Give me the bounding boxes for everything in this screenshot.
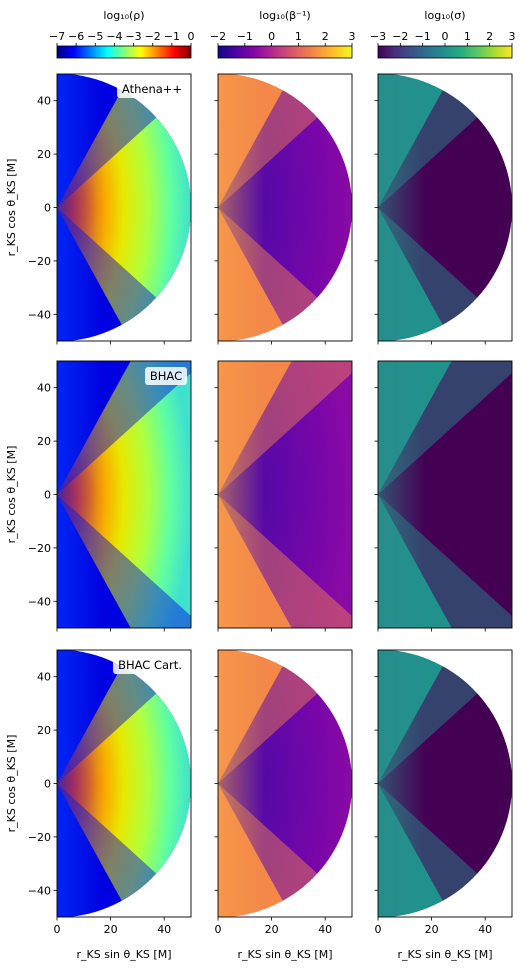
x-tick-label: 0 bbox=[375, 923, 382, 936]
colorbar-tick-label: −1 bbox=[164, 30, 180, 43]
heatmap-corona bbox=[57, 74, 191, 341]
x-axis-label: r_KS sin θ_KS [M] bbox=[238, 948, 333, 961]
colorbar-bar bbox=[377, 45, 513, 59]
y-tick-label: 0 bbox=[44, 778, 51, 791]
x-tick-label: 20 bbox=[425, 923, 439, 936]
colorbar-tick-label: 0 bbox=[442, 30, 449, 43]
y-tick-label: −40 bbox=[28, 595, 51, 608]
heatmap-corona bbox=[378, 650, 512, 917]
panel-r0-c1 bbox=[214, 73, 353, 345]
y-tick-label: 40 bbox=[37, 95, 51, 108]
x-axis-label: r_KS sin θ_KS [M] bbox=[77, 948, 172, 961]
heatmap-corona bbox=[57, 361, 191, 628]
y-tick-label: −40 bbox=[28, 308, 51, 321]
colorbar-tick-label: −4 bbox=[106, 30, 122, 43]
colorbar-tick-label: −7 bbox=[49, 30, 65, 43]
panel-r0-c2 bbox=[374, 73, 513, 345]
panel-r1-c2 bbox=[374, 360, 513, 632]
row-label: BHAC bbox=[150, 369, 182, 383]
row-label: BHAC Cart. bbox=[118, 658, 182, 672]
colorbar-tick-label: −2 bbox=[210, 30, 226, 43]
y-tick-label: 40 bbox=[37, 382, 51, 395]
colorbar-tick-label: 3 bbox=[509, 30, 516, 43]
heatmap-funnel bbox=[218, 650, 265, 917]
colorbar-tick-label: 3 bbox=[349, 30, 356, 43]
panel-r1-c1 bbox=[214, 360, 353, 632]
y-tick-label: 40 bbox=[37, 671, 51, 684]
colorbar-label: log₁₀(β⁻¹) bbox=[259, 9, 310, 22]
colorbar-tick-label: 0 bbox=[188, 30, 195, 43]
colorbar-tick-label: −1 bbox=[237, 30, 253, 43]
heatmap-corona bbox=[218, 74, 352, 341]
heatmap-funnel bbox=[378, 74, 425, 341]
y-tick-label: −20 bbox=[28, 542, 51, 555]
panel-r1-c0: 40 20 0 −20 −40 BHAC bbox=[28, 360, 192, 632]
y-axis-label: r_KS cos θ_KS [M] bbox=[5, 159, 18, 257]
colorbar-tick-label: 1 bbox=[464, 30, 471, 43]
x-tick-label: 20 bbox=[265, 923, 279, 936]
colorbar-tick-label: −3 bbox=[125, 30, 141, 43]
y-axis-label: r_KS cos θ_KS [M] bbox=[5, 446, 18, 544]
colorbar-tick-label: −5 bbox=[87, 30, 103, 43]
colorbar-0: log₁₀(ρ) −7 −6 −5 −4 −3 −2 −1 0 bbox=[49, 9, 195, 59]
colorbar-label: log₁₀(σ) bbox=[424, 9, 465, 22]
heatmap-funnel bbox=[218, 361, 265, 628]
colorbar-tick-label: 2 bbox=[322, 30, 329, 43]
colorbar-bar bbox=[56, 45, 192, 59]
y-tick-label: 0 bbox=[44, 489, 51, 502]
x-tick-label: 40 bbox=[318, 923, 332, 936]
colorbar-tick-label: 1 bbox=[295, 30, 302, 43]
heatmap-funnel bbox=[378, 361, 425, 628]
x-tick-label: 0 bbox=[54, 923, 61, 936]
heatmap-funnel bbox=[218, 74, 265, 341]
row-label-box bbox=[113, 656, 187, 674]
x-tick-label: 0 bbox=[215, 923, 222, 936]
colorbar-tick-label: −2 bbox=[392, 30, 408, 43]
colorbar-tick-label: 2 bbox=[486, 30, 493, 43]
y-tick-label: 20 bbox=[37, 724, 51, 737]
row-label: Athena++ bbox=[122, 82, 182, 96]
row-label-box bbox=[117, 80, 187, 98]
heatmap-corona bbox=[218, 361, 352, 628]
panel-r2-c2: 0 20 40 bbox=[374, 649, 513, 936]
colorbar-tick-label: −3 bbox=[370, 30, 386, 43]
y-tick-label: −40 bbox=[28, 884, 51, 897]
x-axis-label: r_KS sin θ_KS [M] bbox=[398, 948, 493, 961]
y-tick-label: 20 bbox=[37, 148, 51, 161]
y-tick-label: 20 bbox=[37, 435, 51, 448]
heatmap-corona bbox=[57, 650, 191, 917]
x-tick-label: 40 bbox=[157, 923, 171, 936]
y-tick-label: 0 bbox=[44, 202, 51, 215]
panel-r2-c1: 0 20 40 bbox=[214, 649, 353, 936]
colorbar-1: log₁₀(β⁻¹) −2 −1 0 1 2 3 bbox=[210, 9, 356, 59]
colorbar-label: log₁₀(ρ) bbox=[103, 9, 144, 22]
heatmap-corona bbox=[218, 650, 352, 917]
colorbar-tick-label: −6 bbox=[68, 30, 84, 43]
row-label-box bbox=[145, 367, 187, 385]
x-tick-label: 20 bbox=[104, 923, 118, 936]
heatmap-funnel bbox=[378, 650, 425, 917]
panel-r2-c0: 40 20 0 −20 −40 0 20 40 BHAC Cart. bbox=[28, 649, 192, 936]
y-axis-label: r_KS cos θ_KS [M] bbox=[5, 735, 18, 833]
heatmap-funnel bbox=[57, 650, 104, 917]
x-tick-label: 40 bbox=[478, 923, 492, 936]
colorbar-tick-label: 0 bbox=[268, 30, 275, 43]
heatmap-funnel bbox=[57, 361, 104, 628]
colorbar-tick-label: −2 bbox=[145, 30, 161, 43]
y-tick-label: −20 bbox=[28, 255, 51, 268]
heatmap-corona bbox=[378, 361, 512, 628]
y-tick-label: −20 bbox=[28, 831, 51, 844]
colorbar-bar bbox=[217, 45, 353, 59]
panel-r0-c0: 40 20 0 −20 −40 Athena++ bbox=[28, 73, 192, 345]
heatmap-funnel bbox=[57, 74, 104, 341]
heatmap-corona bbox=[378, 74, 512, 341]
colorbar-tick-label: −1 bbox=[415, 30, 431, 43]
colorbar-2: log₁₀(σ) −3 −2 −1 0 1 2 3 bbox=[370, 9, 516, 59]
